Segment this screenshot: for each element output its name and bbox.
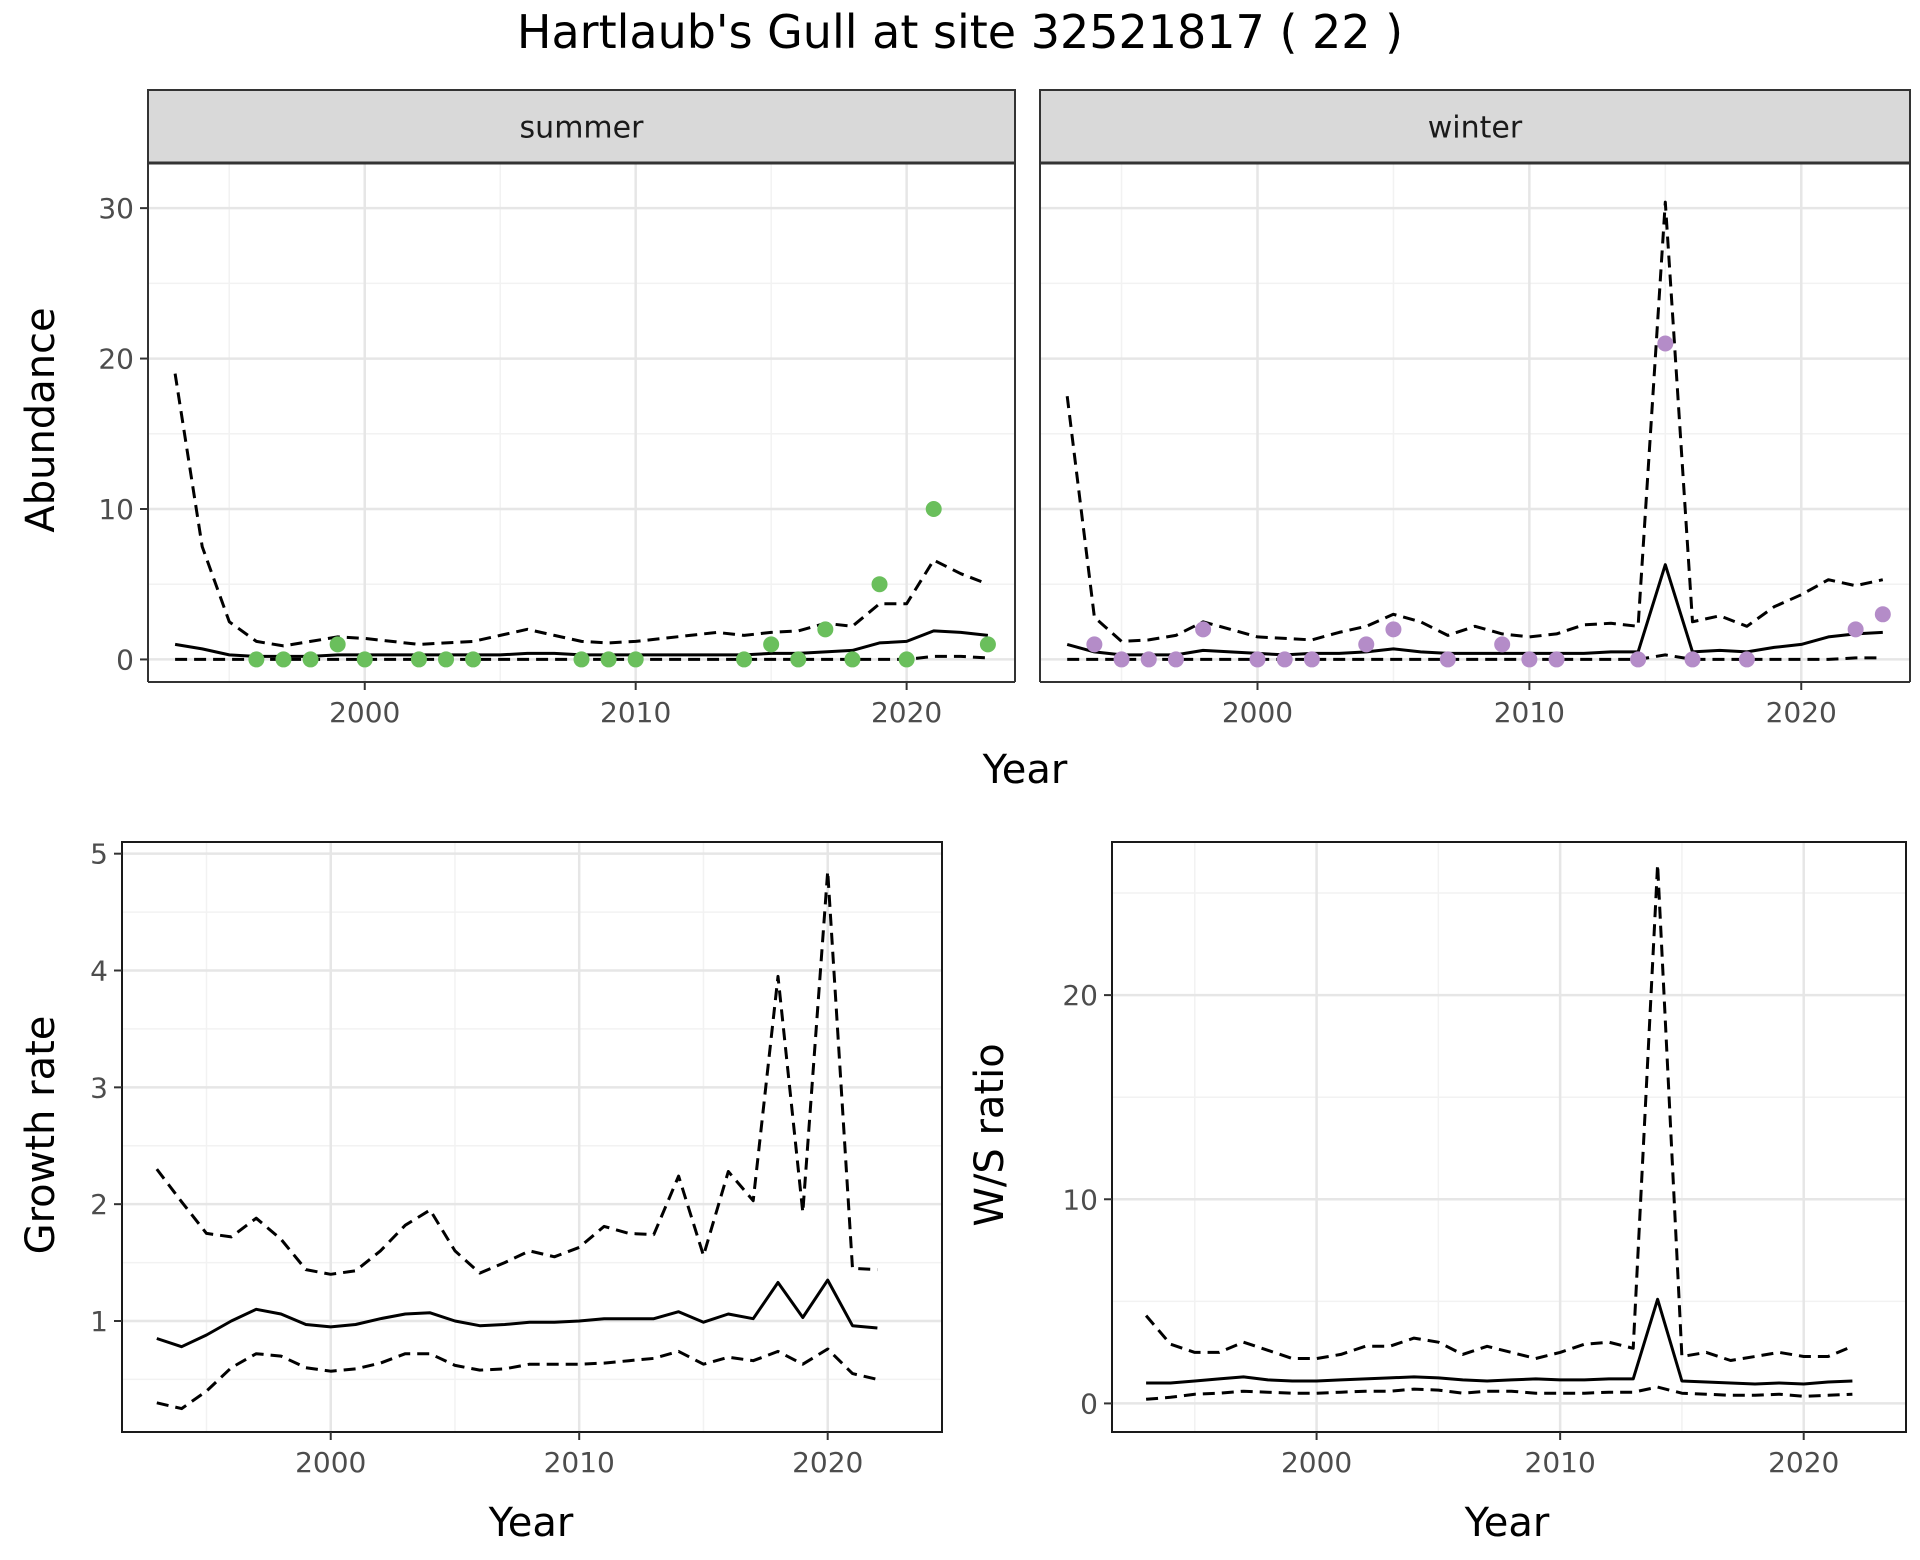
ratio-panel-border [1111, 841, 1907, 1433]
growth-y-tick-label: 2 [90, 1188, 108, 1221]
summer-data-point [627, 651, 644, 668]
growth-y-axis-title: Growth rate [18, 1016, 64, 1255]
summer-data-point [763, 636, 780, 653]
summer-data-point [790, 651, 807, 668]
ratio-series-line-1 [1144, 863, 1853, 1362]
winter-data-point [1494, 636, 1511, 653]
growth-x-tick-label: 2010 [544, 1446, 615, 1479]
summer-data-point [600, 651, 617, 668]
growth-y-tick-label: 3 [90, 1071, 108, 1104]
winter-strip [1039, 89, 1911, 164]
ratio-y-axis-title: W/S ratio [967, 1043, 1013, 1226]
winter-series-line-0 [1066, 563, 1883, 657]
summer-data-point [844, 651, 861, 668]
summer-data-point [302, 651, 319, 668]
winter-panel: winter 2000 2010 2020 [1039, 89, 1911, 729]
summer-y-tick-label: 30 [98, 192, 134, 225]
summer-x-tick-label: 2020 [871, 696, 942, 729]
summer-data-point [817, 621, 834, 638]
growth-panel: 2000 2010 2020 1 2 3 4 5 [90, 838, 943, 1479]
winter-series-line-1 [1065, 200, 1884, 643]
winter-series-line-2 [1067, 653, 1883, 661]
winter-data-point [1140, 651, 1157, 668]
winter-data-point [1874, 606, 1891, 623]
summer-data-point [871, 576, 888, 593]
ratio-x-tick-label: 2020 [1768, 1446, 1839, 1479]
winter-data-point [1358, 636, 1375, 653]
summer-data-point [329, 636, 346, 653]
top-x-axis-title: Year [982, 747, 1068, 793]
chart-title: Hartlaub's Gull at site 32521817 ( 22 ) [517, 5, 1403, 59]
ratio-x-axis-title: Year [1464, 1500, 1550, 1546]
winter-x-tick-label: 2010 [1494, 696, 1565, 729]
ratio-y-tick-label: 0 [1080, 1387, 1098, 1420]
winter-data-point [1684, 651, 1701, 668]
winter-data-point [1276, 651, 1293, 668]
growth-x-tick-label: 2020 [792, 1446, 863, 1479]
summer-y-tick-label: 20 [98, 343, 134, 376]
winter-data-point [1630, 651, 1647, 668]
summer-data-point [438, 651, 455, 668]
winter-data-point [1249, 651, 1266, 668]
growth-y-tick-label: 4 [90, 955, 108, 988]
winter-data-point [1303, 651, 1320, 668]
growth-series-line-2 [156, 1347, 878, 1411]
summer-y-tick-label: 10 [98, 493, 134, 526]
ratio-series-line-0 [1146, 1297, 1853, 1386]
summer-data-point [898, 651, 915, 668]
growth-x-axis-title: Year [488, 1500, 574, 1546]
summer-strip [147, 89, 1016, 164]
winter-data-point [1086, 636, 1103, 653]
summer-data-point [573, 651, 590, 668]
growth-y-tick-label: 1 [90, 1305, 108, 1338]
summer-x-tick-label: 2010 [600, 696, 671, 729]
summer-panel: summer 2000 2010 2020 0 10 20 30 [98, 89, 1016, 729]
ratio-panel: 2000 2010 2020 0 10 20 [1062, 841, 1907, 1479]
winter-data-point [1548, 651, 1565, 668]
winter-x-tick-label: 2000 [1222, 696, 1293, 729]
ratio-x-tick-label: 2010 [1525, 1446, 1596, 1479]
summer-data-point [275, 651, 292, 668]
summer-series-line-1 [173, 373, 989, 648]
growth-panel-border [121, 841, 943, 1433]
winter-data-point [1113, 651, 1130, 668]
winter-data-point [1385, 621, 1402, 638]
winter-data-point [1738, 651, 1755, 668]
growth-series-line-0 [156, 1278, 878, 1349]
summer-data-point [248, 651, 265, 668]
ratio-y-tick-label: 10 [1062, 1183, 1098, 1216]
summer-x-tick-label: 2000 [329, 696, 400, 729]
ratio-x-tick-label: 2000 [1281, 1446, 1352, 1479]
winter-strip-label: winter [1428, 111, 1523, 146]
summer-data-point [736, 651, 753, 668]
summer-y-tick-label: 0 [116, 643, 134, 676]
top-y-axis-title: Abundance [18, 307, 64, 532]
winter-data-point [1167, 651, 1184, 668]
summer-data-point [979, 636, 996, 653]
growth-x-tick-label: 2000 [295, 1446, 366, 1479]
summer-data-point [925, 501, 942, 517]
summer-strip-label: summer [520, 111, 645, 146]
winter-data-point [1847, 621, 1864, 638]
summer-data-point [356, 651, 373, 668]
winter-data-point [1657, 335, 1674, 352]
winter-data-point [1521, 651, 1538, 668]
summer-data-point [465, 651, 482, 668]
ratio-series-line-2 [1145, 1385, 1853, 1401]
growth-series-line-1 [155, 869, 878, 1276]
winter-data-point [1195, 621, 1212, 638]
winter-x-tick-label: 2020 [1766, 696, 1837, 729]
growth-y-tick-label: 5 [90, 838, 108, 871]
summer-data-point [410, 651, 427, 668]
ratio-y-tick-label: 20 [1062, 979, 1098, 1012]
winter-data-point [1439, 651, 1456, 668]
